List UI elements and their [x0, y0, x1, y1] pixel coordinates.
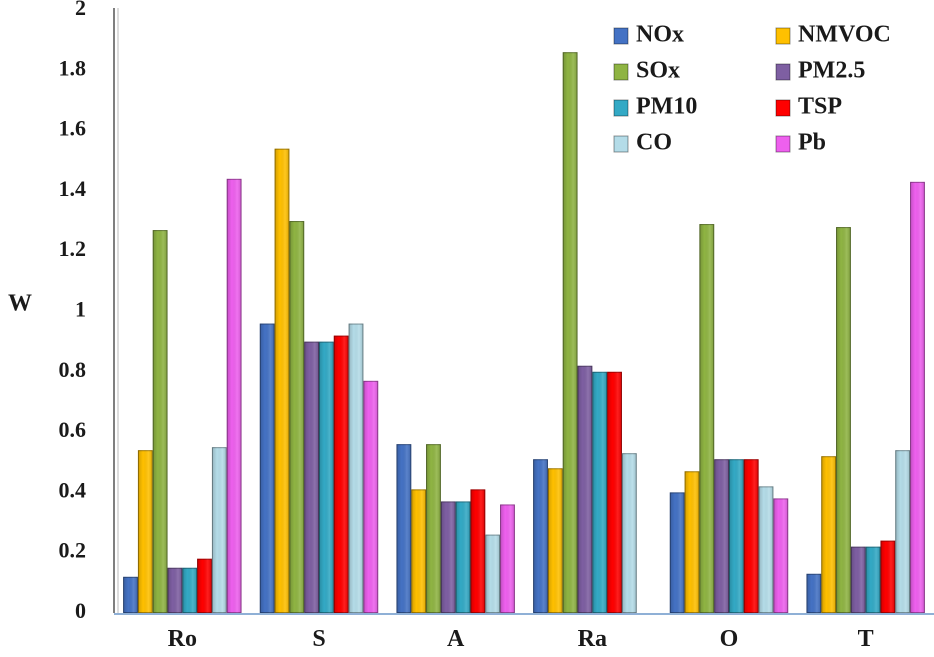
bar-nmvoc-s: [274, 148, 290, 613]
bar-tsp-a: [470, 489, 486, 614]
bar-tsp-ra: [607, 371, 622, 613]
bar-sox-t: [836, 227, 851, 614]
y-tick-label: 1.6: [59, 116, 87, 141]
bar-nox-a: [396, 444, 412, 613]
bar-tsp-ro: [197, 558, 212, 613]
legend-item-co: CO: [613, 130, 672, 156]
y-tick-label: 0.4: [59, 477, 87, 502]
bar-pm25-t: [850, 546, 866, 613]
bar-series-group: [123, 52, 925, 614]
legend-label: TSP: [798, 94, 842, 120]
y-axis-label: W: [8, 291, 32, 317]
legend-label: PM2.5: [798, 58, 865, 84]
legend-swatch: [775, 135, 791, 153]
legend: NOx NMVOC SOx PM2.5 PM10 TSP CO Pb: [613, 22, 891, 156]
bar-nmvoc-ro: [137, 450, 153, 613]
category-labels: Ro S A Ra O T: [168, 626, 874, 652]
category-label-a: A: [447, 626, 465, 652]
bar-co-s: [348, 323, 364, 613]
y-tick-label: 1.2: [59, 236, 87, 261]
bar-pm25-a: [440, 501, 456, 614]
y-tick-label: 0.8: [59, 357, 87, 382]
y-tick-label: 1.8: [59, 55, 87, 80]
category-label-ra: Ra: [578, 626, 607, 652]
legend-label: NOx: [636, 22, 684, 48]
bar-sox-o: [699, 224, 715, 613]
bar-sox-a: [426, 444, 441, 613]
legend-item-nmvoc: NMVOC: [775, 22, 891, 48]
legend-swatch: [775, 63, 791, 81]
legend-item-pm25: PM2.5: [775, 58, 865, 84]
bar-nox-o: [669, 492, 685, 613]
bar-pb-a: [500, 504, 515, 613]
legend-label: SOx: [636, 58, 680, 84]
bar-pm25-s: [304, 341, 320, 613]
legend-item-pb: Pb: [775, 130, 826, 156]
axes: [113, 8, 934, 615]
legend-item-pm10: PM10: [613, 94, 697, 120]
bar-co-a: [485, 534, 501, 613]
bar-pm25-o: [714, 459, 730, 613]
bar-nmvoc-o: [684, 471, 700, 614]
legend-item-nox: NOx: [613, 22, 684, 48]
category-label-ro: Ro: [168, 626, 197, 652]
legend-item-sox: SOx: [613, 58, 680, 84]
bar-pm10-o: [729, 459, 744, 613]
legend-swatch: [613, 27, 629, 45]
bar-nox-ra: [533, 459, 548, 613]
legend-swatch: [613, 63, 629, 81]
bar-pm25-ra: [577, 365, 593, 613]
bar-pm10-ro: [182, 567, 198, 614]
bar-pm10-t: [865, 546, 881, 613]
bar-co-o: [758, 486, 774, 613]
bar-pm10-ra: [592, 371, 608, 613]
legend-swatch: [613, 99, 629, 117]
y-tick-labels: 0 0.2 0.4 0.6 0.8 1 1.2 1.4 1.6 1.8 2: [59, 0, 87, 623]
y-tick-label: 0: [75, 598, 86, 623]
bar-pm10-s: [319, 341, 334, 613]
legend-item-tsp: TSP: [775, 94, 842, 120]
legend-label: CO: [636, 130, 672, 156]
bar-pb-ro: [226, 178, 242, 613]
bar-tsp-o: [743, 459, 759, 613]
bar-pm10-a: [455, 501, 471, 614]
bar-co-ra: [621, 453, 637, 613]
bar-nmvoc-ra: [547, 468, 563, 613]
category-label-s: S: [312, 626, 325, 652]
bar-pb-t: [910, 181, 925, 614]
y-tick-label: 1.4: [59, 176, 87, 201]
bar-sox-ra: [562, 52, 578, 613]
bar-pm25-ro: [167, 567, 183, 614]
bar-co-ro: [211, 447, 227, 613]
bar-nmvoc-t: [821, 456, 837, 613]
bar-nox-ro: [123, 576, 138, 614]
bar-nmvoc-a: [411, 489, 427, 614]
category-label-t: T: [858, 626, 874, 652]
bar-nox-s: [259, 323, 275, 613]
legend-label: NMVOC: [798, 22, 891, 48]
legend-label: Pb: [798, 130, 826, 156]
y-tick-label: 0.2: [59, 538, 87, 563]
bar-nox-t: [806, 573, 822, 613]
legend-label: PM10: [636, 94, 697, 120]
legend-swatch: [613, 135, 629, 153]
category-label-o: O: [720, 626, 739, 652]
y-tick-label: 2: [75, 0, 86, 20]
bar-pb-o: [773, 498, 789, 613]
bar-sox-s: [289, 221, 305, 614]
bar-pb-s: [363, 380, 379, 613]
legend-swatch: [775, 99, 791, 117]
bar-tsp-t: [880, 540, 896, 614]
bar-sox-ro: [152, 230, 168, 613]
y-tick-label: 0.6: [59, 417, 87, 442]
bar-co-t: [895, 450, 911, 613]
legend-swatch: [775, 27, 791, 45]
y-tick-label: 1: [75, 297, 86, 322]
bar-tsp-s: [333, 335, 349, 613]
